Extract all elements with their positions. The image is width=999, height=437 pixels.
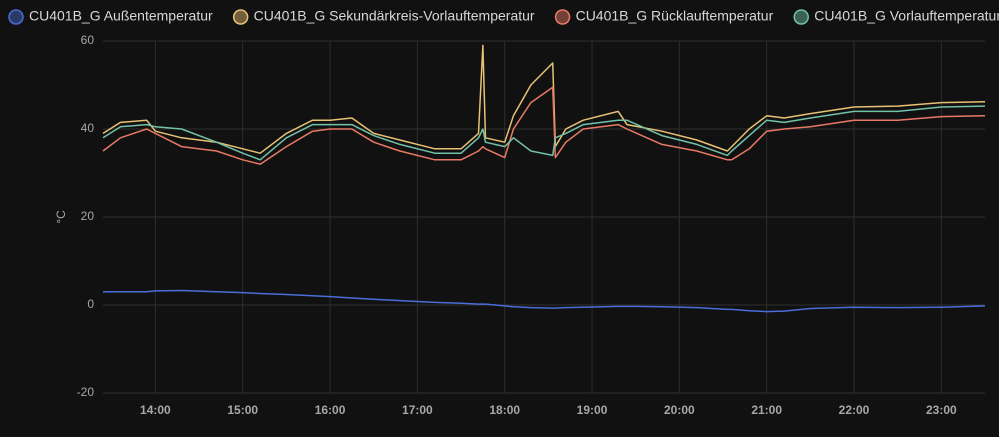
y-axis-label: °C [54,210,68,224]
x-tick-label: 15:00 [227,403,258,417]
y-tick-label: 40 [81,121,95,135]
legend-label: CU401B_G Außentemperatur [29,8,213,24]
y-tick-label: 60 [81,33,95,47]
x-tick-label: 18:00 [489,403,520,417]
series-line [102,44,986,154]
x-tick-label: 23:00 [926,403,957,417]
legend-marker [554,9,571,25]
legend-label: CU401B_G Vorlauftemperatur [814,8,999,24]
x-tick-label: 16:00 [315,403,346,417]
x-tick-label: 22:00 [839,403,870,417]
legend-label: CU401B_G Sekundärkreis-Vorlauftemperatur [254,8,535,24]
legend-marker [8,9,24,25]
y-tick-label: 0 [87,297,94,311]
legend-marker [793,9,809,25]
y-tick-label: -20 [77,385,95,399]
series-line [102,105,986,161]
x-tick-label: 17:00 [402,403,433,417]
legend-marker [232,9,249,25]
x-tick-label: 14:00 [140,403,171,417]
legend-label: CU401B_G Rücklauftemperatur [576,8,774,24]
series-line [102,86,986,165]
x-tick-label: 20:00 [664,403,695,417]
x-tick-label: 21:00 [751,403,782,417]
series-line [103,289,986,313]
y-tick-label: 20 [81,209,95,223]
x-tick-label: 19:00 [577,403,608,417]
